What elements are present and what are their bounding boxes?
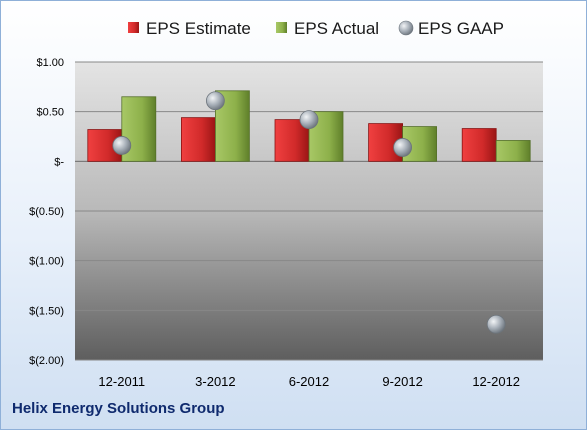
eps-gaap-point: [299, 110, 319, 130]
company-name: Helix Energy Solutions Group: [12, 400, 225, 417]
legend-swatch: [398, 20, 414, 36]
y-tick-label: $(1.50): [29, 305, 64, 317]
x-tick-label: 3-2012: [195, 374, 235, 389]
y-tick-label: $(0.50): [29, 206, 64, 218]
eps-gaap-point: [205, 91, 225, 111]
eps-gaap-point: [486, 314, 506, 334]
gaap-points: [112, 91, 506, 334]
eps-gaap-point: [112, 136, 132, 155]
y-tick-label: $-: [54, 156, 64, 168]
legend-label: EPS Estimate: [146, 19, 251, 38]
legend-swatch: [276, 22, 287, 33]
x-tick-label: 9-2012: [382, 374, 422, 389]
y-axis-ticks: $1.00 $0.50 $- $(0.50) $(1.00) $(1.50) $(2.00): [29, 57, 64, 367]
eps-gaap-point: [393, 138, 413, 157]
x-tick-label: 12-2011: [98, 374, 145, 389]
x-tick-label: 6-2012: [289, 374, 329, 389]
legend: EPS Estimate EPS Actual EPS GAAP: [128, 19, 504, 38]
y-tick-label: $0.50: [36, 107, 64, 119]
bars: [87, 90, 531, 162]
eps-actual-bar: [495, 140, 531, 162]
x-tick-label: 12-2012: [472, 374, 520, 389]
x-axis-ticks: 12-2011 3-2012 6-2012 9-2012 12-2012: [98, 374, 520, 389]
y-tick-label: $1.00: [36, 57, 64, 69]
y-tick-label: $(1.00): [29, 256, 64, 268]
eps-estimate-bar: [461, 128, 497, 162]
legend-label: EPS GAAP: [418, 19, 504, 38]
legend-swatch: [128, 22, 139, 33]
legend-label: EPS Actual: [294, 19, 379, 38]
y-tick-label: $(2.00): [29, 355, 64, 367]
eps-estimate-bar: [180, 117, 216, 162]
